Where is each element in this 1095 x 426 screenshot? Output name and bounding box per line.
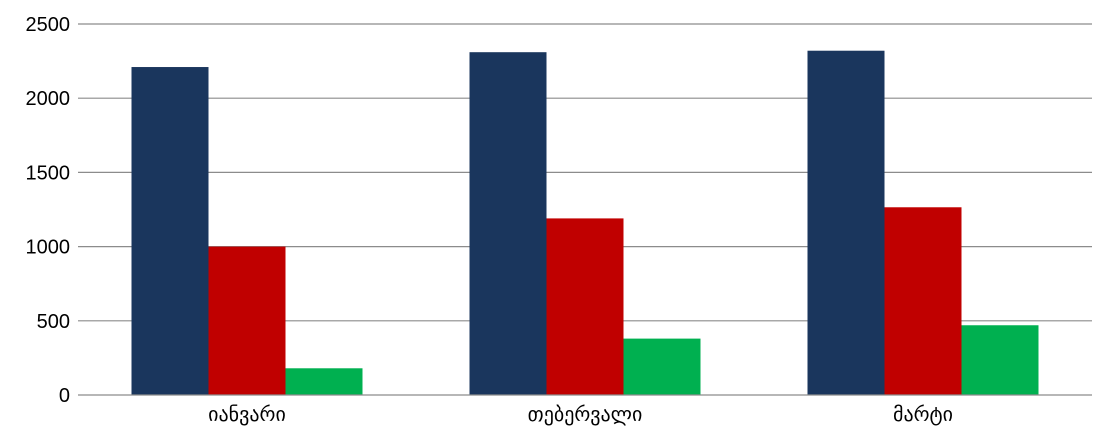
x-category-label: მარტი — [893, 402, 953, 426]
bar-series-3-1 — [285, 368, 363, 395]
y-tick-label: 2000 — [26, 88, 71, 110]
y-tick-label: 1000 — [26, 237, 71, 259]
y-tick-label: 2500 — [26, 14, 71, 36]
y-tick-label: 0 — [59, 385, 70, 407]
y-tick-labels: 0 500 1000 1500 2000 2500 — [26, 14, 71, 407]
bar-series-1-2 — [469, 52, 547, 396]
bar-series-2-3 — [884, 207, 962, 395]
bars — [131, 50, 1039, 396]
x-category-label: იანვარი — [208, 402, 286, 426]
bar-series-3-3 — [961, 325, 1039, 395]
bar-series-2-2 — [546, 218, 624, 395]
y-tick-label: 500 — [37, 311, 70, 333]
y-tick-label: 1500 — [26, 162, 71, 184]
bar-series-1-1 — [131, 67, 209, 395]
x-category-labels: იანვარი თებერვალი მარტი — [208, 402, 953, 426]
x-category-label: თებერვალი — [528, 402, 643, 426]
bar-series-1-3 — [807, 50, 885, 395]
bar-series-3-2 — [623, 338, 701, 395]
bar-series-2-1 — [208, 246, 286, 395]
